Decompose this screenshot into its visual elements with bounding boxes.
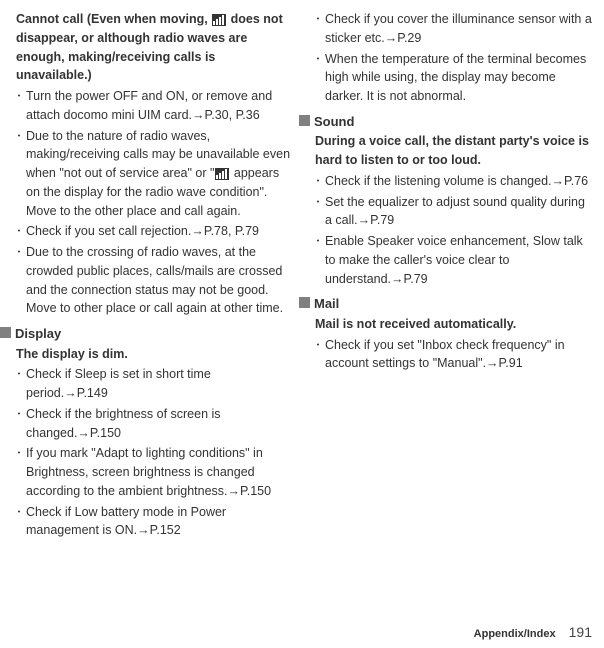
display-bullet-4-text: Check if Low battery mode in Power manag… [26, 503, 293, 541]
mail-section-header: Mail [299, 294, 592, 314]
call-bullet-2-text: Due to the nature of radio waves, making… [26, 127, 293, 221]
mail-subheading: Mail is not received automatically. [315, 315, 592, 334]
page-number: 191 [569, 624, 592, 640]
cont-bullet-1-text: Check if you cover the illuminance senso… [325, 10, 592, 48]
display-bullet-3-text: If you mark "Adapt to lighting condition… [26, 444, 293, 500]
sound-section-header: Sound [299, 112, 592, 132]
display-section-header: Display [0, 324, 293, 344]
call-bullet-2: ･ Due to the nature of radio waves, maki… [16, 127, 293, 221]
display-bullet-1: ･ Check if Sleep is set in short time pe… [16, 365, 293, 403]
call-heading-part1: Cannot call (Even when moving, [16, 12, 211, 26]
display-title: Display [15, 324, 61, 344]
section-marker-icon [299, 115, 310, 126]
display-bullet-4: ･ Check if Low battery mode in Power man… [16, 503, 293, 541]
call-heading: Cannot call (Even when moving, does not … [16, 10, 293, 85]
page-footer: Appendix/Index 191 [474, 624, 592, 640]
bullet-dot-icon: ･ [16, 87, 26, 125]
bullet-dot-icon: ･ [16, 444, 26, 500]
display-subheading: The display is dim. [16, 345, 293, 364]
left-column: Cannot call (Even when moving, does not … [12, 10, 293, 542]
mail-title: Mail [314, 294, 339, 314]
sound-subheading: During a voice call, the distant party's… [315, 132, 592, 170]
bullet-dot-icon: ･ [315, 10, 325, 48]
display-bullet-2-text: Check if the brightness of screen is cha… [26, 405, 293, 443]
display-bullet-3: ･ If you mark "Adapt to lighting conditi… [16, 444, 293, 500]
sound-bullet-1-text: Check if the listening volume is changed… [325, 172, 592, 191]
sound-bullet-3-text: Enable Speaker voice enhancement, Slow t… [325, 232, 592, 288]
mail-bullet-1: ･ Check if you set "Inbox check frequenc… [315, 336, 592, 374]
sound-bullet-2: ･ Set the equalizer to adjust sound qual… [315, 193, 592, 231]
call-bullet-4: ･ Due to the crossing of radio waves, at… [16, 243, 293, 318]
bullet-dot-icon: ･ [16, 365, 26, 403]
section-marker-icon [0, 327, 11, 338]
page-columns: Cannot call (Even when moving, does not … [0, 0, 604, 542]
right-column: ･ Check if you cover the illuminance sen… [311, 10, 592, 542]
signal-icon [215, 168, 229, 180]
sound-bullet-1: ･ Check if the listening volume is chang… [315, 172, 592, 191]
sound-title: Sound [314, 112, 354, 132]
bullet-dot-icon: ･ [315, 172, 325, 191]
bullet-dot-icon: ･ [315, 193, 325, 231]
cont-bullet-2-text: When the temperature of the terminal bec… [325, 50, 592, 106]
display-bullet-2: ･ Check if the brightness of screen is c… [16, 405, 293, 443]
call-bullet-1-text: Turn the power OFF and ON, or remove and… [26, 87, 293, 125]
no-signal-icon [212, 14, 226, 26]
mail-bullet-1-text: Check if you set "Inbox check frequency"… [325, 336, 592, 374]
bullet-dot-icon: ･ [315, 50, 325, 106]
bullet-dot-icon: ･ [16, 405, 26, 443]
sound-bullet-2-text: Set the equalizer to adjust sound qualit… [325, 193, 592, 231]
call-bullet-3: ･ Check if you set call rejection.→P.78,… [16, 222, 293, 241]
bullet-dot-icon: ･ [315, 232, 325, 288]
cont-bullet-1: ･ Check if you cover the illuminance sen… [315, 10, 592, 48]
bullet-dot-icon: ･ [16, 503, 26, 541]
display-bullet-1-text: Check if Sleep is set in short time peri… [26, 365, 293, 403]
sound-bullet-3: ･ Enable Speaker voice enhancement, Slow… [315, 232, 592, 288]
call-bullet-3-text: Check if you set call rejection.→P.78, P… [26, 222, 293, 241]
call-bullet-4-text: Due to the crossing of radio waves, at t… [26, 243, 293, 318]
bullet-dot-icon: ･ [315, 336, 325, 374]
section-marker-icon [299, 297, 310, 308]
bullet-dot-icon: ･ [16, 222, 26, 241]
cont-bullet-2: ･ When the temperature of the terminal b… [315, 50, 592, 106]
footer-section-label: Appendix/Index [474, 628, 556, 640]
bullet-dot-icon: ･ [16, 243, 26, 318]
bullet-dot-icon: ･ [16, 127, 26, 221]
call-bullet-1: ･ Turn the power OFF and ON, or remove a… [16, 87, 293, 125]
